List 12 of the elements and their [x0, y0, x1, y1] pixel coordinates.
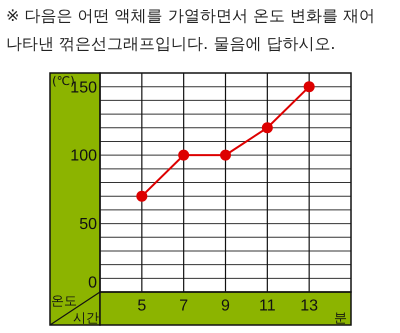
- x-axis-title: 시간: [73, 311, 99, 326]
- y-tick-label: 50: [79, 216, 98, 234]
- x-tick-label: 5: [137, 298, 146, 315]
- chart-title: ※ 다음은 어떤 액체를 가열하면서 온도 변화를 재어 나타낸 꺾은선그래프입니다. 물음에 답하시오.: [6, 6, 376, 53]
- text: 분: [334, 311, 347, 326]
- y-tick-label: 0: [88, 274, 98, 292]
- y-tick-label: 100: [70, 148, 98, 165]
- x-tick-label: 13: [300, 298, 318, 315]
- x-tick-label: 7: [179, 298, 188, 315]
- x-tick-label: 11: [259, 298, 276, 315]
- x-tick-label: 9: [221, 298, 230, 315]
- y-axis-title: 온도: [51, 294, 77, 309]
